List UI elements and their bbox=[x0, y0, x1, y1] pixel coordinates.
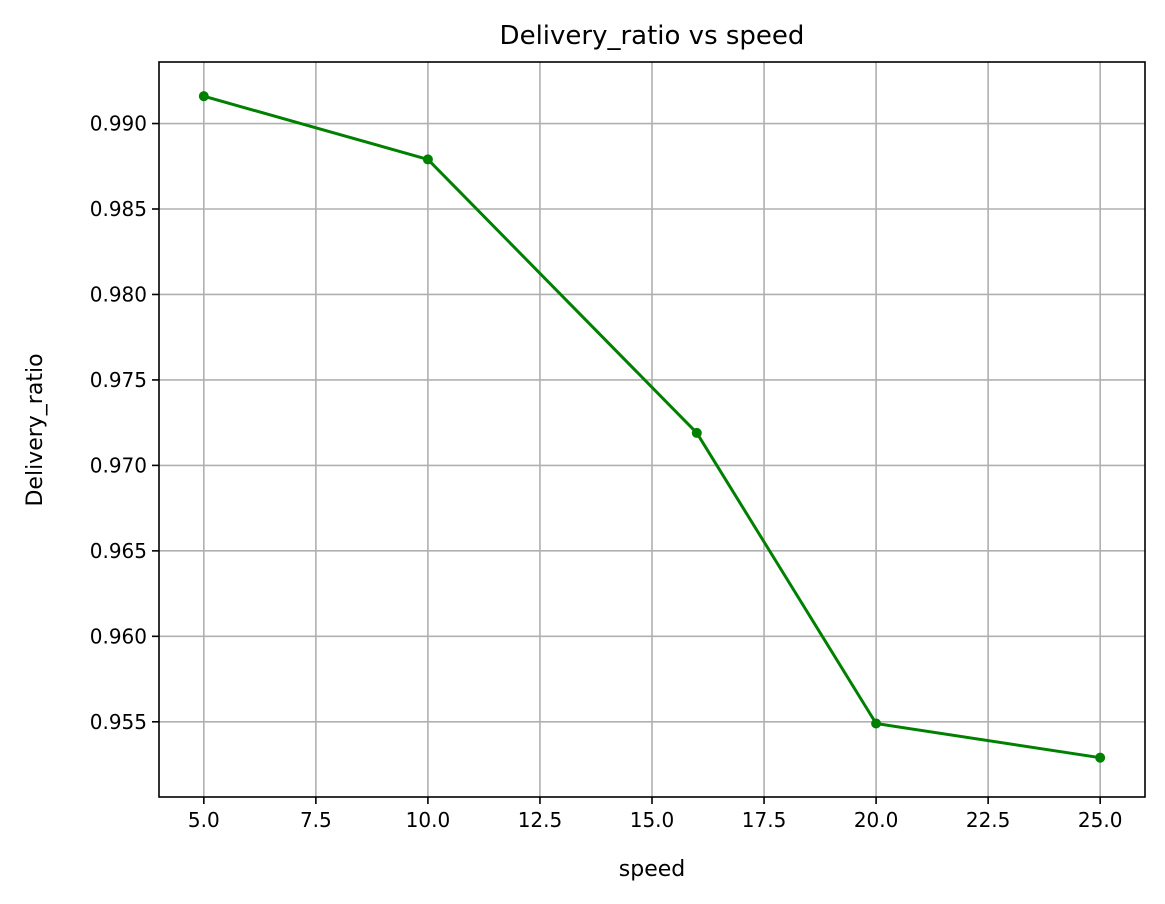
x-tick-label: 22.5 bbox=[966, 808, 1011, 832]
x-tick-label: 5.0 bbox=[188, 808, 220, 832]
data-point bbox=[199, 92, 208, 101]
y-tick-label: 0.980 bbox=[90, 282, 147, 306]
y-tick-label: 0.955 bbox=[90, 710, 147, 734]
x-tick-label: 7.5 bbox=[300, 808, 332, 832]
y-tick-label: 0.965 bbox=[90, 539, 147, 563]
y-tick-label: 0.960 bbox=[90, 624, 147, 648]
y-tick-label: 0.970 bbox=[90, 453, 147, 477]
x-tick-label: 15.0 bbox=[630, 808, 675, 832]
data-point bbox=[692, 428, 701, 437]
x-tick-label: 17.5 bbox=[742, 808, 787, 832]
data-point bbox=[872, 719, 881, 728]
x-tick-label: 25.0 bbox=[1078, 808, 1123, 832]
x-tick-label: 10.0 bbox=[406, 808, 451, 832]
y-tick-label: 0.985 bbox=[90, 197, 147, 221]
y-tick-label: 0.990 bbox=[90, 112, 147, 136]
x-axis-label: speed bbox=[619, 857, 685, 882]
x-tick-label: 20.0 bbox=[854, 808, 899, 832]
chart-title: Delivery_ratio vs speed bbox=[500, 21, 805, 51]
grid bbox=[159, 62, 1145, 797]
y-tick-label: 0.975 bbox=[90, 368, 147, 392]
ticks: 5.0 7.5 10.0 12.5 15.0 17.5 20.0 22.5 25.0 0.955 0… bbox=[90, 112, 1123, 832]
y-axis-label: Delivery_ratio bbox=[23, 353, 48, 506]
data-point bbox=[1096, 753, 1105, 762]
data-point bbox=[423, 155, 432, 164]
x-tick-label: 12.5 bbox=[518, 808, 563, 832]
